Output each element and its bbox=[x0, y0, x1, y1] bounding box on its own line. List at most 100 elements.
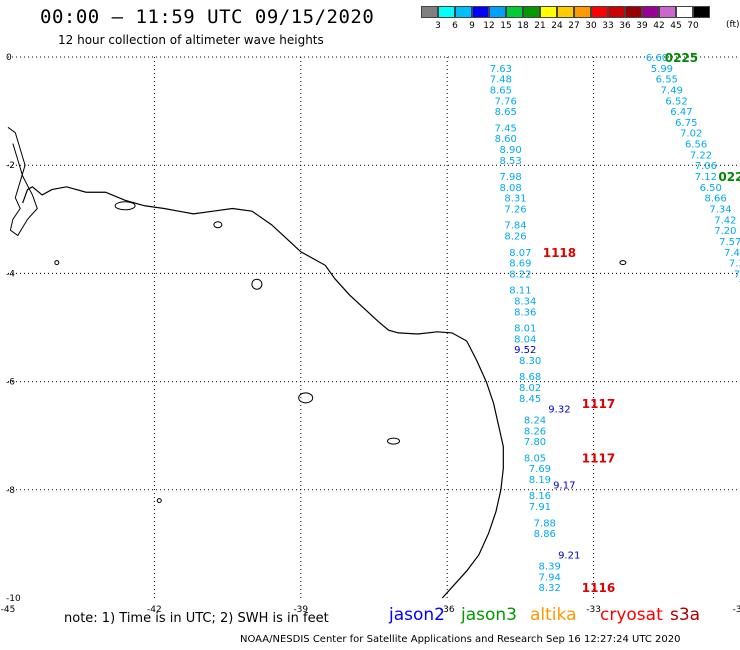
pass-time-label: 1116 bbox=[582, 581, 615, 595]
wave-height-label: 8.65 bbox=[495, 107, 517, 118]
wave-height-label: 8.39 bbox=[539, 562, 561, 573]
colorbar-label: 30 bbox=[585, 21, 597, 31]
wave-height-label: 8.65 bbox=[490, 85, 512, 96]
wave-height-label: 8.60 bbox=[495, 134, 517, 145]
wave-height-label: 7.69 bbox=[529, 464, 551, 475]
wave-height-layer: 9.529.329.179.217.637.488.657.768.657.45… bbox=[490, 53, 740, 594]
wave-height-label: 7.22 bbox=[690, 150, 712, 161]
colorbar-swatch: 18 bbox=[506, 6, 529, 31]
colorbar-swatch: 42 bbox=[642, 6, 665, 31]
wave-height-label: 9.32 bbox=[548, 405, 570, 416]
wave-height-label: 8.11 bbox=[509, 286, 531, 297]
wave-height-label: 7.84 bbox=[504, 221, 526, 232]
pass-time-label: 0225 bbox=[718, 170, 740, 184]
legend-jason3: jason3 bbox=[461, 605, 517, 625]
wave-height-label: 7.02 bbox=[680, 129, 702, 140]
x-tick-label: -42 bbox=[147, 605, 162, 615]
colorbar-label: 24 bbox=[551, 21, 563, 31]
wave-height-label: 8.30 bbox=[519, 356, 541, 367]
y-tick-label: -2 bbox=[6, 161, 15, 171]
colorbar-swatch: 3 bbox=[421, 6, 441, 31]
wave-height-label: 7.63 bbox=[490, 64, 512, 75]
island bbox=[213, 221, 223, 229]
wave-height-label: 6.75 bbox=[675, 118, 697, 129]
colorbar-label: 33 bbox=[602, 21, 614, 31]
colorbar-label: 27 bbox=[568, 21, 580, 31]
legend-jason2: jason2 bbox=[389, 605, 445, 625]
wave-height-label: 8.26 bbox=[504, 232, 526, 243]
colorbar-label: 21 bbox=[534, 21, 546, 31]
page-subtitle: 12 hour collection of altimeter wave hei… bbox=[58, 33, 324, 47]
pass-time-label: 1118 bbox=[543, 246, 576, 260]
x-tick-label: -30 bbox=[733, 605, 740, 615]
wave-height-label: 8.90 bbox=[500, 145, 522, 156]
legend-cryosat: cryosat bbox=[600, 605, 663, 625]
axis-tick-layer: -45 -42 -39 -36 -33 -30 0 -2 -4 -6 -8 -10 bbox=[1, 53, 740, 615]
y-tick-label: -10 bbox=[6, 594, 21, 604]
colorbar-swatch: 6 bbox=[438, 6, 458, 31]
pass-time-label: 1117 bbox=[582, 397, 615, 411]
colorbar-label: 45 bbox=[670, 21, 682, 31]
colorbar-label: 70 bbox=[687, 21, 699, 31]
colorbar-label: 18 bbox=[517, 21, 529, 31]
colorbar-label: 12 bbox=[483, 21, 495, 31]
wave-height-label: 8.01 bbox=[514, 324, 536, 335]
coastline-layer bbox=[7, 126, 627, 599]
wave-height-label: 8.02 bbox=[519, 383, 541, 394]
coastline bbox=[22, 186, 504, 599]
colorbar-unit: (ft) bbox=[726, 20, 740, 30]
colorbar-label: 6 bbox=[452, 21, 458, 31]
wave-height-label: 8.04 bbox=[514, 334, 536, 345]
colorbar-label: 9 bbox=[469, 21, 475, 31]
wave-height-label: 9.17 bbox=[553, 480, 575, 491]
wave-height-label: 7.94 bbox=[539, 572, 561, 583]
x-tick-label: -39 bbox=[293, 605, 308, 615]
colorbar-label: 39 bbox=[636, 21, 648, 31]
wave-height-label: 7.20 bbox=[714, 226, 736, 237]
colorbar-label: 36 bbox=[619, 21, 631, 31]
wave-height-label: 7.91 bbox=[529, 502, 551, 513]
colorbar-swatch: 70 bbox=[676, 6, 699, 31]
island bbox=[114, 201, 136, 211]
wave-height-label: 8.16 bbox=[529, 491, 551, 502]
island bbox=[387, 437, 401, 445]
wave-height-label: 8.19 bbox=[529, 475, 551, 486]
wave-height-label: 8.34 bbox=[514, 296, 536, 307]
colorbar-swatch: 45 bbox=[659, 6, 682, 31]
wave-height-label: 8.53 bbox=[500, 156, 522, 167]
footer-note: note: 1) Time is in UTC; 2) SWH is in fe… bbox=[64, 611, 329, 626]
colorbar-swatch: 27 bbox=[557, 6, 580, 31]
wave-height-label: 6.55 bbox=[656, 75, 678, 86]
island bbox=[251, 278, 263, 290]
pass-time-label: 0225 bbox=[665, 51, 698, 65]
island bbox=[54, 260, 60, 266]
colorbar-swatch: 24 bbox=[540, 6, 563, 31]
wave-height-label: 8.66 bbox=[704, 194, 726, 205]
wave-height-label: 8.22 bbox=[509, 269, 531, 280]
wave-height-label: 7.98 bbox=[500, 172, 522, 183]
wave-height-label: 7.26 bbox=[504, 204, 526, 215]
wave-height-label: 8.31 bbox=[504, 194, 526, 205]
island bbox=[156, 498, 162, 504]
island bbox=[298, 392, 314, 404]
colorbar-swatch: 21 bbox=[523, 6, 546, 31]
y-tick-label: -4 bbox=[6, 269, 15, 279]
wave-height-label: 8.86 bbox=[534, 529, 556, 540]
wave-height-label: 9.52 bbox=[514, 345, 536, 356]
pass-time-layer: 0225 0225 1118 1117 1117 1116 bbox=[543, 51, 740, 595]
colorbar-label: 3 bbox=[435, 21, 441, 31]
colorbar-label: 15 bbox=[500, 21, 512, 31]
colorbar-swatch: 33 bbox=[591, 6, 614, 31]
wave-height-label: 7.12 bbox=[695, 172, 717, 183]
y-tick-label: 0 bbox=[6, 53, 12, 63]
colorbar-swatch: 30 bbox=[574, 6, 597, 31]
wave-height-label: 7.66 bbox=[734, 269, 740, 280]
wave-height-label: 8.24 bbox=[524, 415, 546, 426]
wave-height-label: 8.05 bbox=[524, 453, 546, 464]
grid-layer bbox=[8, 56, 740, 598]
wave-height-label: 7.88 bbox=[534, 518, 556, 529]
wave-height-label: 6.50 bbox=[700, 183, 722, 194]
coastline-bay bbox=[7, 126, 38, 237]
wave-height-label: 8.07 bbox=[509, 248, 531, 259]
